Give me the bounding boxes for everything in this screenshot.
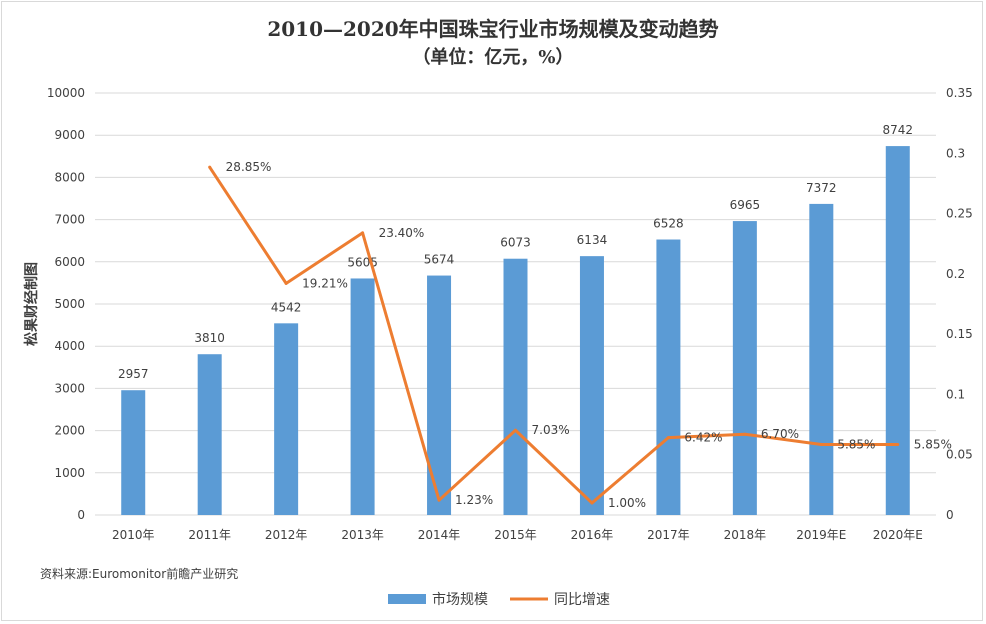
- x-tick-label: 2013年: [341, 528, 384, 542]
- bar: [809, 203, 834, 515]
- growth-value-label: 6.42%: [684, 431, 722, 445]
- bar: [885, 146, 910, 516]
- growth-line: [208, 166, 898, 505]
- chart-subtitle: （单位：亿元，%）: [412, 46, 573, 68]
- y-left-tick-label: 10000: [47, 86, 85, 100]
- growth-point: [284, 281, 288, 285]
- y-right-tick-label: 0.2: [946, 267, 965, 281]
- growth-value-label: 5.85%: [914, 437, 952, 451]
- growth-point: [437, 498, 441, 502]
- x-tick-label: 2017年: [647, 528, 690, 542]
- bar-value-label: 8742: [882, 123, 913, 137]
- y-left-tick-label: 2000: [54, 424, 85, 438]
- legend-label-bar: 市场规模: [432, 591, 488, 608]
- x-tick-label: 2014年: [418, 528, 461, 542]
- growth-value-label: 23.40%: [379, 226, 425, 240]
- bar-value-label: 7372: [806, 181, 837, 195]
- bar: [579, 256, 604, 515]
- growth-point: [208, 165, 212, 169]
- y-left-tick-label: 1000: [54, 466, 85, 480]
- x-tick-label: 2016年: [571, 528, 614, 542]
- y-left-tick-label: 8000: [54, 170, 85, 184]
- growth-point: [361, 231, 365, 235]
- bar: [197, 354, 222, 515]
- growth-point: [743, 432, 747, 436]
- bar: [427, 275, 452, 515]
- x-tick-label: 2011年: [188, 528, 231, 542]
- growth-value-label: 1.23%: [455, 493, 493, 507]
- bar-value-label: 4542: [271, 300, 302, 314]
- source-note: 资料来源:Euromonitor前瞻产业研究: [40, 566, 238, 581]
- y-left-tick-label: 5000: [54, 297, 85, 311]
- bar: [732, 221, 757, 515]
- growth-value-label: 28.85%: [226, 160, 272, 174]
- bar-value-label: 6528: [653, 217, 684, 231]
- y-left-tick-label: 0: [77, 508, 85, 522]
- y-right-tick-label: 0.05: [946, 448, 973, 462]
- y-left-tick-label: 6000: [54, 255, 85, 269]
- bar: [274, 323, 299, 515]
- bar: [656, 239, 681, 515]
- watermark-label: 松果财经制图: [23, 262, 40, 346]
- x-tick-label: 2012年: [265, 528, 308, 542]
- chart-title: 2010—2020年中国珠宝行业市场规模及变动趋势: [267, 17, 718, 41]
- y-right-tick-label: 0.1: [946, 387, 965, 401]
- growth-point: [896, 442, 900, 446]
- bar-value-label: 6073: [500, 236, 531, 250]
- bar: [121, 390, 146, 515]
- growth-value-label: 19.21%: [302, 276, 348, 290]
- y-left-tick-label: 3000: [54, 381, 85, 395]
- y-right-tick-label: 0.25: [946, 207, 973, 221]
- x-tick-label: 2018年: [724, 528, 767, 542]
- growth-value-label: 1.00%: [608, 496, 646, 510]
- x-tick-label: 2015年: [494, 528, 537, 542]
- y-right-tick-label: 0.15: [946, 327, 973, 341]
- growth-point: [514, 428, 517, 432]
- x-tick-label: 2019年E: [796, 528, 846, 542]
- y-right-tick-label: 0.3: [946, 146, 965, 160]
- bar-value-label: 6134: [577, 233, 608, 247]
- growth-point: [819, 442, 823, 446]
- y-right-tick-label: 0.35: [946, 86, 973, 100]
- bar-value-label: 6965: [730, 198, 761, 212]
- bar-value-label: 5674: [424, 253, 455, 267]
- growth-value-label: 5.85%: [837, 437, 875, 451]
- growth-value-label: 6.70%: [761, 427, 799, 441]
- bar: [350, 278, 375, 515]
- y-right-tick-label: 0: [946, 508, 954, 522]
- y-left-tick-label: 7000: [54, 213, 85, 227]
- x-tick-label: 2010年: [112, 528, 155, 542]
- x-tick-label: 2020年E: [873, 528, 923, 542]
- legend-label-line: 同比增速: [554, 592, 610, 608]
- growth-point: [590, 501, 594, 505]
- bar: [503, 258, 528, 515]
- bar-value-label: 2957: [118, 367, 149, 381]
- growth-value-label: 7.03%: [532, 423, 570, 437]
- legend-swatch-bar: [388, 594, 426, 604]
- bar-value-label: 3810: [194, 331, 225, 345]
- y-left-tick-label: 4000: [54, 339, 85, 353]
- y-left-tick-label: 9000: [54, 128, 85, 142]
- growth-point: [666, 436, 670, 440]
